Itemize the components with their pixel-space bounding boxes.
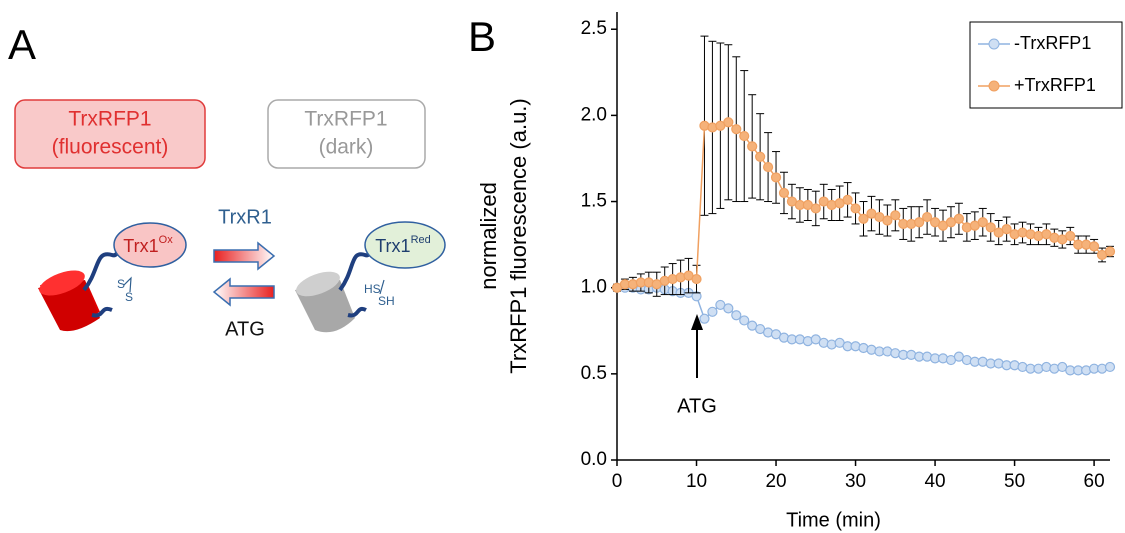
point [850,203,861,214]
panel-b: B 0.0 0.5 1.0 1.5 2.0 2.5 0 10 20 30 40 50 60 Time (m… [468,12,1123,531]
sulfur: S [117,277,125,291]
protein-label: Trx1Red [375,234,431,256]
series-line [617,286,1111,372]
point [739,130,750,142]
point [890,210,901,221]
point [723,117,734,128]
box [14,99,206,169]
x-tick-label: 0 [612,471,623,492]
point [739,315,750,326]
sulfur: SH [378,294,395,308]
point [723,303,734,314]
point [1001,224,1012,235]
bond [123,276,132,293]
y-tick-label: 2.5 [581,18,607,39]
point [1065,230,1076,242]
point [747,141,758,152]
x-tick-label: 50 [1004,471,1025,492]
protein-name: Trx1 [123,236,158,256]
point [1104,361,1116,373]
y-tick-label: 2.0 [581,104,607,125]
point [699,313,710,324]
box-text: (dark) [319,136,374,159]
point [762,161,774,173]
inhibitor-label: ATG [225,318,265,340]
enzyme-label: TrxR1 [218,206,272,228]
point [731,310,742,321]
box-text: TrxRFP1 [68,108,151,131]
arrow-left [212,277,275,307]
panel-label: A [8,21,36,68]
sulfur: S [125,290,133,304]
y-axis-label: TrxRFP1 fluorescence (a.u.) [506,98,531,374]
y-tick-label: 0.0 [581,449,607,470]
box [267,99,426,169]
protein-name: Trx1 [375,236,410,256]
point [842,194,853,205]
point [810,203,821,214]
arrow-right [213,241,276,271]
annotation: ATG [677,395,717,417]
x-tick-label: 40 [924,471,945,492]
protein-label: Trx1Ox [123,234,173,256]
point [1088,241,1100,252]
legend-marker [988,38,1000,50]
x-tick-label: 30 [845,471,866,492]
point [882,215,893,226]
legend-box [969,21,1123,109]
x-tick-label: 60 [1084,471,1105,492]
x-tick-label: 10 [686,471,707,492]
legend-label: +TrxRFP1 [1014,75,1096,95]
x-axis-label: Time (min) [786,509,881,531]
point [707,306,718,317]
panel-label: B [468,13,496,60]
x-tick-label: 20 [765,471,786,492]
point [914,217,925,228]
cylinder [38,236,127,332]
legend-marker [988,80,1000,92]
point [770,172,782,183]
protein-sup: Ox [159,234,174,246]
bond [379,279,385,295]
point [922,211,933,223]
protein [364,221,446,269]
point [778,187,790,199]
point [1104,246,1116,257]
legend-label: -TrxRFP1 [1014,33,1091,53]
annotation-arrowhead [691,314,703,330]
cylinder [295,236,380,333]
point [755,151,766,162]
point [858,213,869,224]
y-axis-label: normalized [476,182,501,290]
point [691,273,702,285]
protein [113,222,187,268]
point [985,222,996,233]
panel-a: A TrxRFP1 (fluorescent) TrxRFP1 (dark) T… [8,21,446,340]
protein-sup: Red [411,234,431,246]
box-text: (fluorescent) [52,136,169,159]
y-tick-label: 1.5 [581,191,607,212]
point [731,124,742,135]
point [953,213,965,224]
y-tick-label: 0.5 [581,363,607,384]
y-tick-label: 1.0 [581,277,607,298]
point [977,217,988,228]
box-text: TrxRFP1 [304,108,387,131]
sulfur: HS [364,282,381,296]
